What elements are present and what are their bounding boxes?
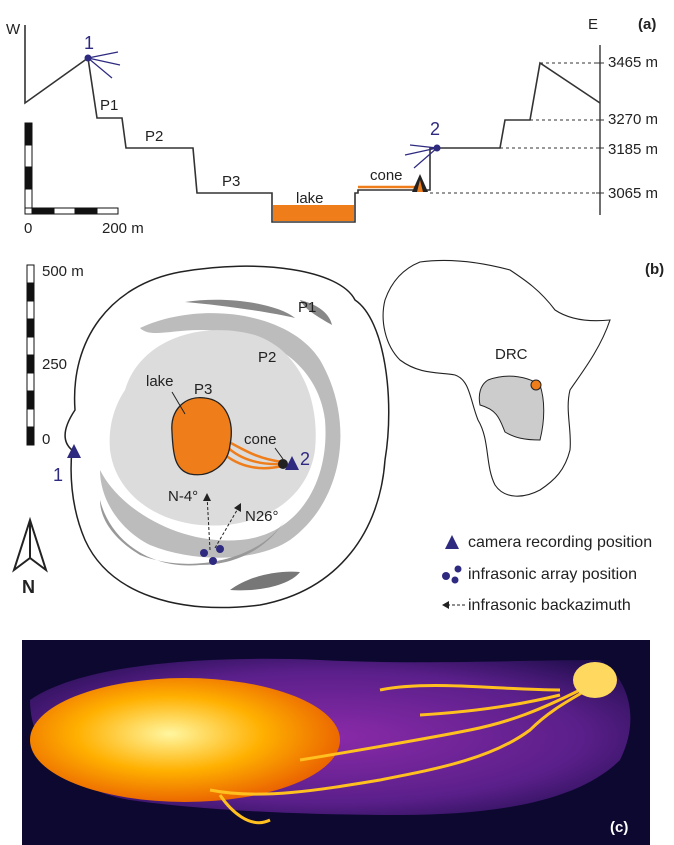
- elevation-label: 3270 m: [608, 111, 658, 128]
- thermal-cone: [573, 662, 617, 698]
- platform-label: P1: [100, 97, 118, 114]
- thermal-lake: [30, 678, 340, 802]
- scale-label: 250: [42, 356, 67, 373]
- platform-label: P2: [258, 349, 276, 366]
- legend-label: infrasonic array position: [468, 566, 637, 583]
- camera-2-label: 2: [300, 449, 310, 469]
- scale-label: 200 m: [102, 220, 144, 237]
- scale-label: 0: [24, 220, 32, 237]
- country-label: DRC: [495, 346, 528, 363]
- platform-label: P2: [145, 128, 163, 145]
- panel-b: (b) 500 m 250 0 P1 P2 P3 lake cone 1 2 N…: [14, 260, 664, 614]
- camera-2-view: [405, 145, 437, 168]
- platform-label: P3: [222, 173, 240, 190]
- elevation-guides: [430, 63, 600, 193]
- legend-array-icon: [442, 566, 462, 584]
- camera-1-point: [85, 55, 92, 62]
- lake-label: lake: [296, 190, 324, 207]
- lake-profile: [273, 205, 354, 221]
- scale-label: 0: [42, 431, 50, 448]
- elevation-label: 3065 m: [608, 185, 658, 202]
- elevation-label: 3465 m: [608, 54, 658, 71]
- camera-1-label: 1: [53, 465, 63, 485]
- camera-1-label: 1: [84, 33, 94, 53]
- cone-label: cone: [244, 431, 277, 448]
- panel-label: (a): [638, 16, 656, 33]
- camera-2-label: 2: [430, 119, 440, 139]
- backazimuth-label: N-4°: [168, 488, 198, 505]
- legend-camera-icon: [445, 535, 459, 549]
- lake-shape: [172, 398, 231, 475]
- platform-label: P1: [298, 299, 316, 316]
- camera-2-point: [434, 145, 441, 152]
- panel-a: W E (a) 1 2 P1 P2 P3 lake cone 3465 m 32…: [6, 16, 658, 237]
- camera-1-view: [88, 52, 120, 78]
- panel-label: (c): [610, 819, 628, 836]
- platform-label: P3: [194, 381, 212, 398]
- legend-label: infrasonic backazimuth: [468, 597, 631, 614]
- west-label: W: [6, 21, 21, 38]
- elevation-label: 3185 m: [608, 141, 658, 158]
- panel-label: (b): [645, 261, 664, 278]
- scale-bar-a: [25, 123, 118, 214]
- cone-label: cone: [370, 167, 403, 184]
- backazimuth-label: N26°: [245, 508, 279, 525]
- crater-location: [531, 380, 541, 390]
- east-label: E: [588, 16, 598, 33]
- north-arrow: [14, 520, 46, 570]
- north-label: N: [22, 577, 35, 597]
- scale-bar-b: [27, 265, 34, 445]
- lake-label: lake: [146, 373, 174, 390]
- legend-arrow-head: [442, 601, 449, 609]
- figure: W E (a) 1 2 P1 P2 P3 lake cone 3465 m 32…: [0, 0, 674, 845]
- legend-label: camera recording position: [468, 534, 652, 551]
- panel-c: (c): [22, 640, 650, 845]
- scale-label: 500 m: [42, 263, 84, 280]
